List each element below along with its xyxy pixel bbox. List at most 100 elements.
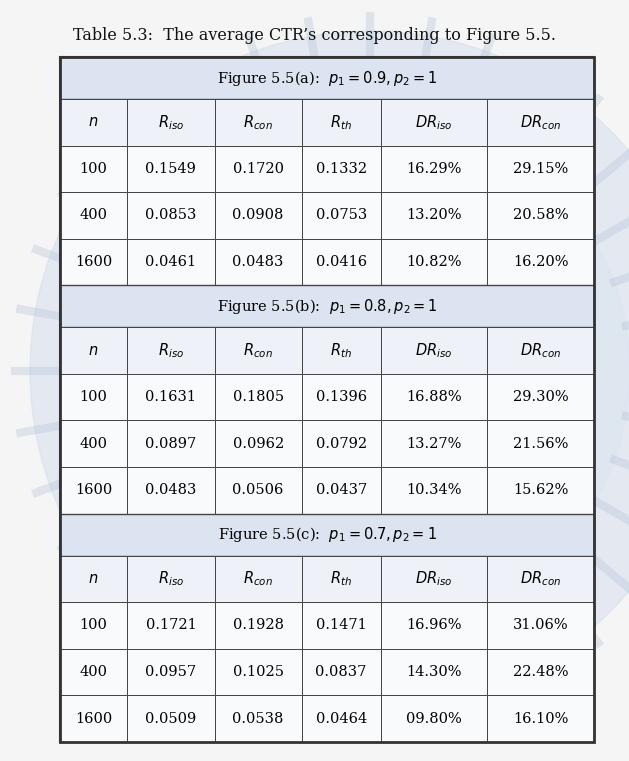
Bar — [127, 602, 214, 649]
Text: 400: 400 — [79, 437, 108, 451]
Text: 16.10%: 16.10% — [513, 712, 569, 726]
Bar — [214, 99, 302, 145]
Bar — [302, 556, 381, 602]
Bar — [381, 696, 487, 742]
Text: Table 5.3:  The average CTR’s corresponding to Figure 5.5.: Table 5.3: The average CTR’s correspondi… — [73, 27, 556, 43]
Text: 0.0853: 0.0853 — [145, 209, 197, 222]
Bar — [127, 556, 214, 602]
Bar — [127, 239, 214, 285]
Text: 0.0538: 0.0538 — [233, 712, 284, 726]
Bar — [487, 602, 594, 649]
Bar — [487, 696, 594, 742]
Bar — [302, 374, 381, 421]
Bar — [214, 696, 302, 742]
Bar — [214, 602, 302, 649]
Bar — [381, 239, 487, 285]
Text: $R_{con}$: $R_{con}$ — [243, 341, 273, 360]
Text: 100: 100 — [80, 390, 108, 404]
Bar — [60, 556, 127, 602]
Text: 0.1332: 0.1332 — [316, 162, 367, 176]
Text: 0.1720: 0.1720 — [233, 162, 284, 176]
Text: 0.0837: 0.0837 — [316, 665, 367, 679]
Bar — [381, 327, 487, 374]
Bar — [60, 649, 127, 696]
Bar — [60, 57, 594, 742]
Text: 09.80%: 09.80% — [406, 712, 462, 726]
Bar — [381, 421, 487, 467]
Bar — [487, 239, 594, 285]
Bar — [60, 327, 127, 374]
Bar — [302, 602, 381, 649]
Text: 0.1396: 0.1396 — [316, 390, 367, 404]
Bar — [60, 514, 594, 556]
Bar — [487, 467, 594, 514]
Text: 0.0753: 0.0753 — [316, 209, 367, 222]
Bar — [60, 193, 127, 239]
Text: 0.1549: 0.1549 — [145, 162, 196, 176]
Bar — [127, 145, 214, 193]
Bar — [60, 421, 127, 467]
Bar — [127, 467, 214, 514]
Bar — [487, 145, 594, 193]
Text: 16.88%: 16.88% — [406, 390, 462, 404]
Text: 400: 400 — [79, 209, 108, 222]
Text: 400: 400 — [79, 665, 108, 679]
Text: $DR_{con}$: $DR_{con}$ — [520, 341, 562, 360]
Text: 0.0483: 0.0483 — [145, 483, 197, 498]
Bar — [127, 649, 214, 696]
Bar — [127, 696, 214, 742]
Text: 0.0416: 0.0416 — [316, 255, 367, 269]
Text: $R_{th}$: $R_{th}$ — [330, 113, 352, 132]
Text: 0.1471: 0.1471 — [316, 619, 367, 632]
Bar — [127, 374, 214, 421]
Bar — [487, 327, 594, 374]
Text: 0.0509: 0.0509 — [145, 712, 196, 726]
Text: 10.82%: 10.82% — [406, 255, 462, 269]
Text: $R_{iso}$: $R_{iso}$ — [158, 113, 184, 132]
Bar — [214, 193, 302, 239]
Circle shape — [110, 111, 629, 631]
Text: $DR_{con}$: $DR_{con}$ — [520, 113, 562, 132]
Text: 100: 100 — [80, 162, 108, 176]
Text: Figure 5.5(c):  $p_1 = 0.7, p_2 = 1$: Figure 5.5(c): $p_1 = 0.7, p_2 = 1$ — [218, 525, 437, 544]
Text: 16.20%: 16.20% — [513, 255, 569, 269]
Text: 22.48%: 22.48% — [513, 665, 569, 679]
Bar — [60, 145, 127, 193]
Bar — [302, 145, 381, 193]
Bar — [214, 145, 302, 193]
Bar — [381, 145, 487, 193]
Bar — [214, 649, 302, 696]
Bar — [487, 421, 594, 467]
Bar — [487, 649, 594, 696]
Text: 0.0461: 0.0461 — [145, 255, 196, 269]
Bar — [60, 285, 594, 327]
Bar — [302, 193, 381, 239]
Bar — [487, 556, 594, 602]
Text: 0.0962: 0.0962 — [233, 437, 284, 451]
Bar — [302, 467, 381, 514]
Bar — [381, 602, 487, 649]
Text: 13.27%: 13.27% — [406, 437, 462, 451]
Text: 100: 100 — [80, 619, 108, 632]
Text: 20.58%: 20.58% — [513, 209, 569, 222]
Bar — [214, 467, 302, 514]
Text: $R_{con}$: $R_{con}$ — [243, 113, 273, 132]
Text: 1600: 1600 — [75, 712, 112, 726]
Text: $n$: $n$ — [89, 116, 99, 129]
Text: $R_{iso}$: $R_{iso}$ — [158, 569, 184, 588]
Text: 16.96%: 16.96% — [406, 619, 462, 632]
Bar — [214, 239, 302, 285]
Bar — [381, 374, 487, 421]
Bar — [302, 421, 381, 467]
Text: 0.1631: 0.1631 — [145, 390, 196, 404]
Text: $n$: $n$ — [89, 572, 99, 586]
Text: 14.30%: 14.30% — [406, 665, 462, 679]
Bar — [60, 602, 127, 649]
Text: 0.0506: 0.0506 — [233, 483, 284, 498]
Text: $R_{th}$: $R_{th}$ — [330, 569, 352, 588]
Text: $DR_{iso}$: $DR_{iso}$ — [415, 569, 453, 588]
Circle shape — [30, 31, 629, 711]
Bar — [487, 374, 594, 421]
Text: $R_{th}$: $R_{th}$ — [330, 341, 352, 360]
Bar — [302, 239, 381, 285]
